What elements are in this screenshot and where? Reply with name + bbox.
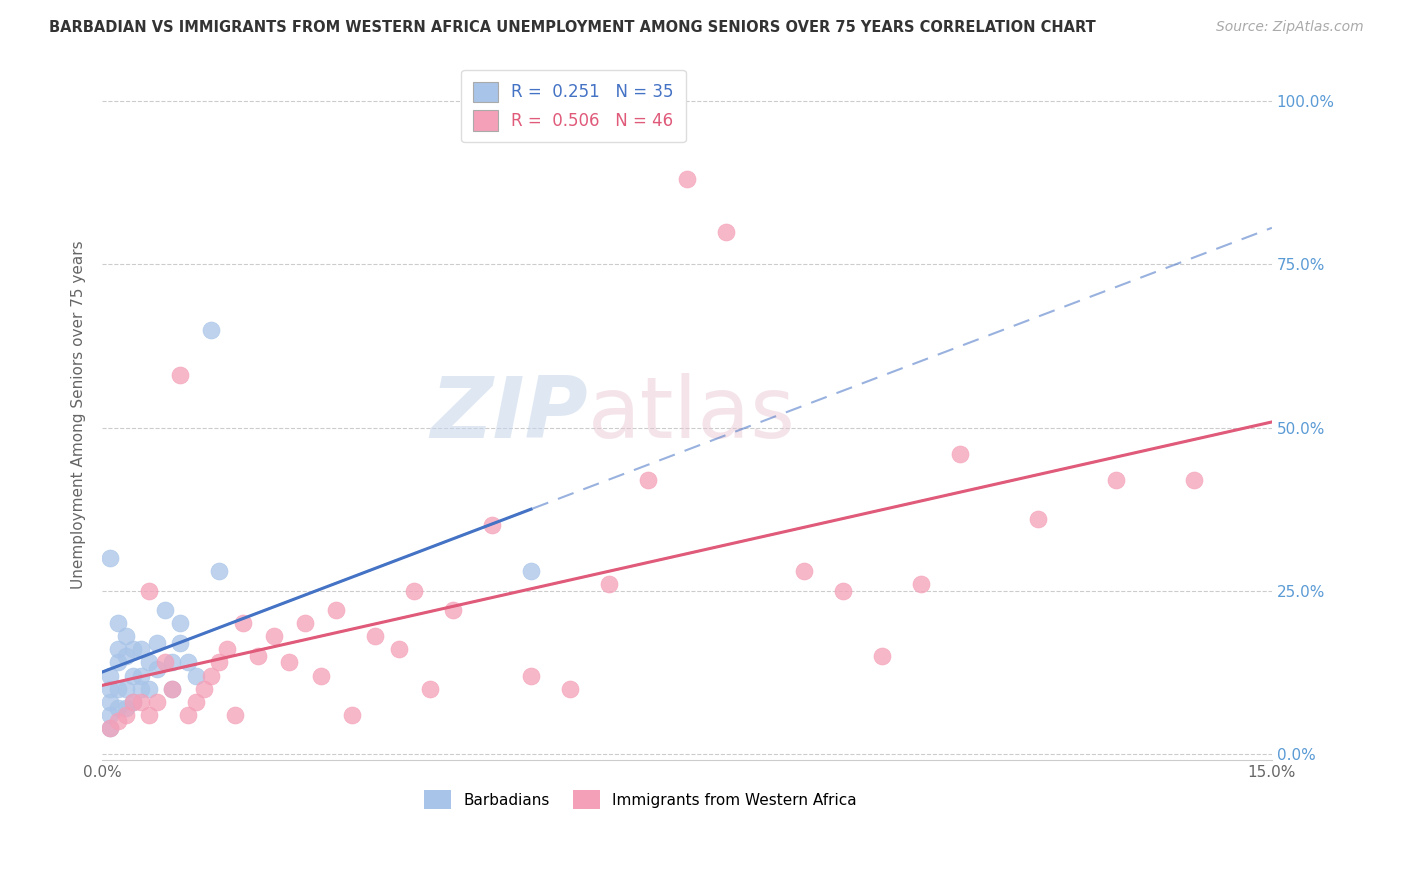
Point	[169, 636, 191, 650]
Point	[278, 656, 301, 670]
Point	[98, 668, 121, 682]
Point	[263, 629, 285, 643]
Point	[169, 616, 191, 631]
Point	[232, 616, 254, 631]
Point	[129, 681, 152, 696]
Point	[520, 564, 543, 578]
Point	[184, 668, 207, 682]
Point	[98, 721, 121, 735]
Point	[98, 695, 121, 709]
Point	[138, 681, 160, 696]
Point	[208, 656, 231, 670]
Point	[1105, 473, 1128, 487]
Point	[714, 225, 737, 239]
Point	[481, 518, 503, 533]
Point	[340, 707, 363, 722]
Point	[676, 172, 699, 186]
Point	[832, 583, 855, 598]
Point	[114, 707, 136, 722]
Point	[98, 681, 121, 696]
Text: BARBADIAN VS IMMIGRANTS FROM WESTERN AFRICA UNEMPLOYMENT AMONG SENIORS OVER 75 Y: BARBADIAN VS IMMIGRANTS FROM WESTERN AFR…	[49, 20, 1095, 35]
Point	[107, 701, 129, 715]
Point	[107, 681, 129, 696]
Point	[325, 603, 347, 617]
Point	[146, 695, 169, 709]
Point	[169, 368, 191, 383]
Point	[364, 629, 387, 643]
Point	[98, 707, 121, 722]
Point	[419, 681, 441, 696]
Point	[114, 629, 136, 643]
Point	[294, 616, 316, 631]
Text: ZIP: ZIP	[430, 373, 588, 456]
Point	[224, 707, 246, 722]
Point	[793, 564, 815, 578]
Point	[146, 662, 169, 676]
Point	[162, 656, 184, 670]
Point	[404, 583, 426, 598]
Point	[247, 648, 270, 663]
Text: Source: ZipAtlas.com: Source: ZipAtlas.com	[1216, 20, 1364, 34]
Point	[177, 656, 200, 670]
Point	[138, 707, 160, 722]
Point	[162, 681, 184, 696]
Point	[146, 636, 169, 650]
Point	[162, 681, 184, 696]
Point	[1182, 473, 1205, 487]
Point	[107, 616, 129, 631]
Point	[114, 648, 136, 663]
Point	[184, 695, 207, 709]
Text: atlas: atlas	[588, 373, 796, 456]
Point	[122, 695, 145, 709]
Point	[1026, 512, 1049, 526]
Point	[138, 583, 160, 598]
Point	[129, 668, 152, 682]
Point	[870, 648, 893, 663]
Legend: Barbadians, Immigrants from Western Africa: Barbadians, Immigrants from Western Afri…	[418, 784, 863, 815]
Point	[153, 603, 176, 617]
Point	[114, 701, 136, 715]
Point	[441, 603, 464, 617]
Point	[309, 668, 332, 682]
Point	[122, 668, 145, 682]
Point	[107, 656, 129, 670]
Point	[177, 707, 200, 722]
Point	[129, 642, 152, 657]
Point	[98, 551, 121, 566]
Point	[520, 668, 543, 682]
Point	[153, 656, 176, 670]
Point	[949, 447, 972, 461]
Point	[122, 642, 145, 657]
Point	[200, 323, 222, 337]
Point	[387, 642, 409, 657]
Point	[215, 642, 238, 657]
Point	[138, 656, 160, 670]
Point	[910, 577, 932, 591]
Point	[129, 695, 152, 709]
Point	[637, 473, 659, 487]
Point	[98, 721, 121, 735]
Point	[598, 577, 620, 591]
Point	[558, 681, 581, 696]
Point	[193, 681, 215, 696]
Point	[200, 668, 222, 682]
Point	[107, 714, 129, 729]
Point	[114, 681, 136, 696]
Y-axis label: Unemployment Among Seniors over 75 years: Unemployment Among Seniors over 75 years	[72, 240, 86, 589]
Point	[107, 642, 129, 657]
Point	[208, 564, 231, 578]
Point	[122, 695, 145, 709]
